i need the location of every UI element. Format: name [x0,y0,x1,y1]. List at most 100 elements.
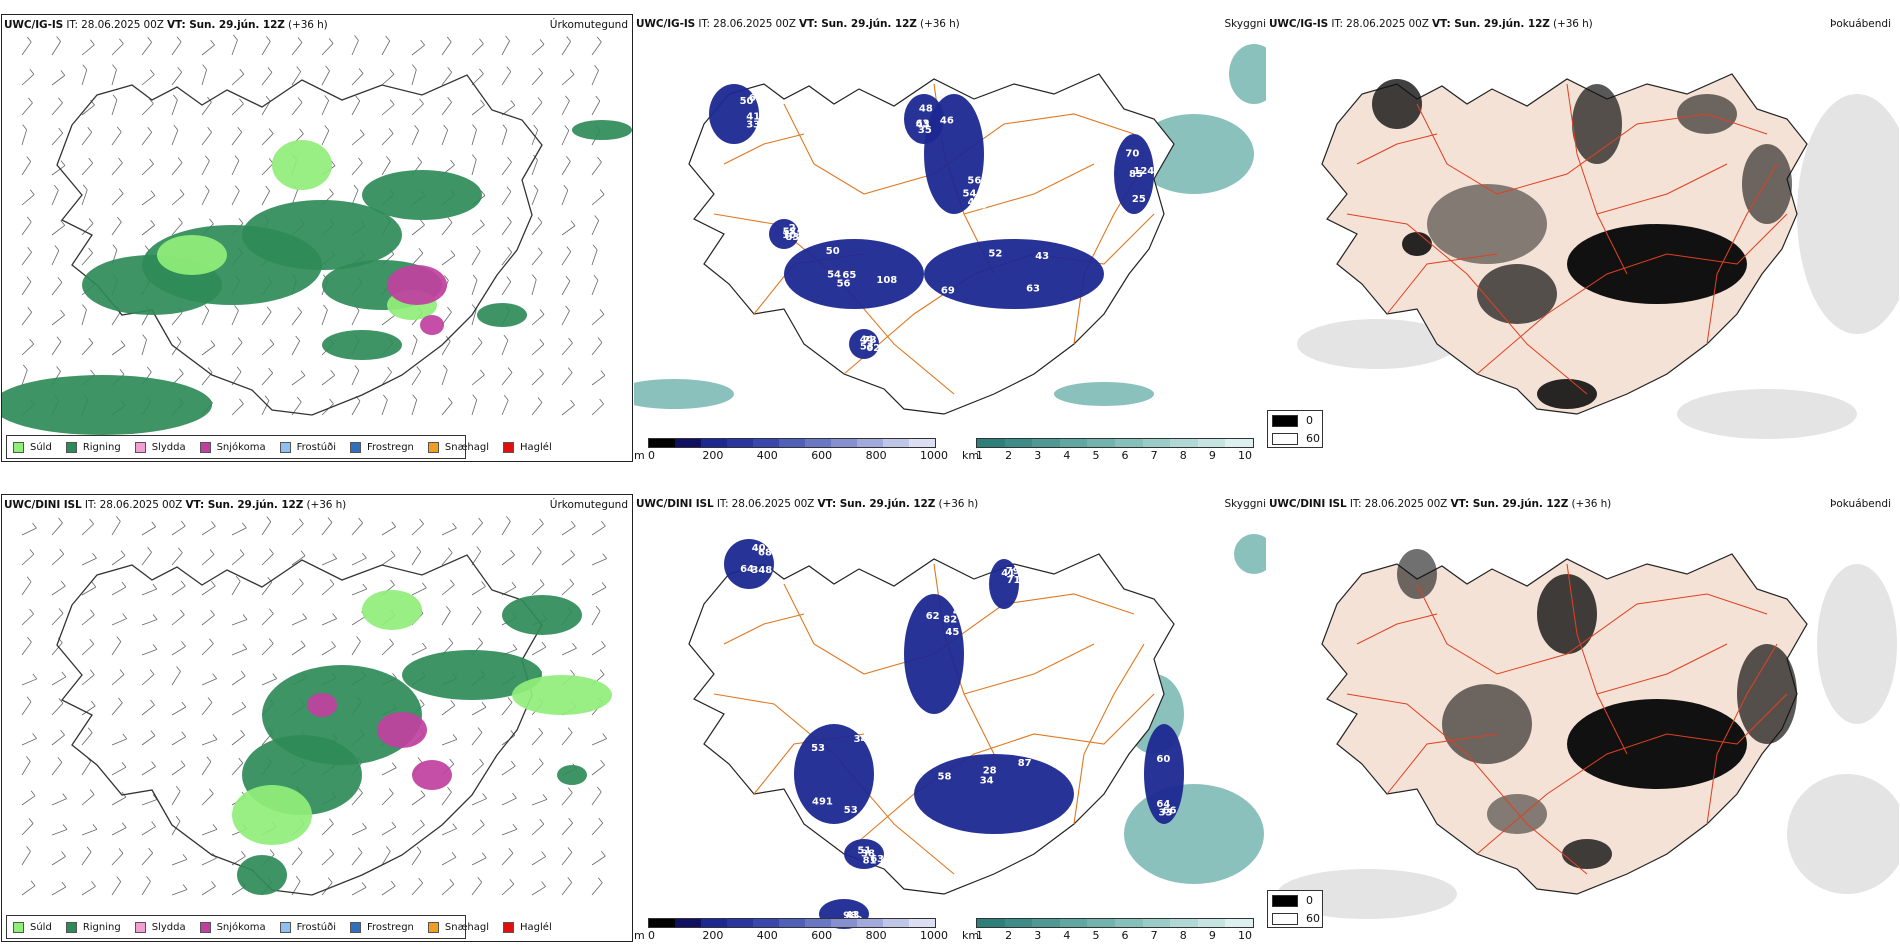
sea-fog [1297,319,1457,369]
ceiling-value-label: 68 [758,548,772,559]
wind-barb [321,584,335,596]
wind-barb [261,190,271,206]
wind-barb [231,132,243,146]
wind-barb [231,103,244,116]
wind-barb-flag [118,157,123,164]
wind-barb [471,706,487,716]
legend-swatch [503,441,515,453]
wind-barb-flag [539,368,544,375]
wind-barb [201,310,210,326]
wind-barb [381,133,394,146]
wind-barb [381,104,395,116]
wind-barb-flag [472,394,478,400]
ceiling-value-label: 63 [916,119,930,130]
wind-barb [501,161,512,176]
wind-barb [51,553,65,566]
wind-barb [561,225,576,236]
wind-barb-flag [58,517,63,524]
rain-area [237,855,287,895]
wind-barb [471,586,486,596]
wind-barb-flag [510,549,515,556]
wind-barb [321,558,337,566]
sea-fog [1787,774,1899,894]
wind-barb-flag [88,337,94,344]
low-visibility-area [634,379,734,409]
wind-barb-flag [477,337,483,343]
low-ceiling-area [924,239,1104,309]
wind-barb [471,732,483,746]
road [1346,693,1588,875]
wind-barb-flag [87,127,93,133]
rain-area [557,765,587,785]
wind-barb [171,552,183,566]
wind-barb-flag [269,608,274,614]
wind-barb-flag [56,336,62,342]
wind-barb-flag [358,787,363,794]
wind-barb-flag [419,98,424,105]
wind-barb [321,646,336,656]
wind-barb-flag [481,581,486,587]
wind-barb-flag [570,669,575,676]
wind-barb [111,311,122,326]
wind-barb-flag [265,96,271,102]
wind-barb [21,369,28,386]
wind-barb-flag [299,128,304,135]
wind-barb-flag [269,338,275,345]
wind-barb-flag [211,521,216,527]
wind-barb [411,587,427,596]
wind-barb-flag [242,643,248,650]
fog-high-value: 60 [1306,912,1320,925]
wind-barb [201,525,216,536]
ceiling-value-label: 98 [843,911,857,922]
ceiling-value-label: 85 [1129,169,1143,180]
precip-map [21,516,612,896]
wind-barb-flag [391,762,397,769]
wind-barb-flag [61,671,67,678]
legend-label: Haglél [520,441,552,453]
wind-barb [471,279,478,296]
wind-barb-flag [601,582,607,588]
wind-barb [21,221,32,236]
wind-barb [531,402,543,416]
wind-barb [21,795,36,806]
wind-barb-flag [327,517,333,523]
wind-barb-flag [82,184,88,191]
wind-barb-flag [207,126,212,133]
wind-barb-flag [599,189,605,195]
ceiling-value-label: 71 [1007,575,1021,586]
wind-barb [351,73,364,86]
legend-item: Súld [13,921,52,933]
wind-barb [591,70,599,86]
wind-barb-flag [594,215,600,221]
rain-area [477,303,527,327]
wind-barb-flag [58,698,64,704]
wind-barb [561,852,573,866]
low-ceiling-area [769,219,799,249]
wind-barb-flag [61,851,66,857]
wind-barb-flag [511,581,517,588]
wind-barb [411,647,427,656]
ceiling-value-label: 50 [740,96,754,107]
wind-barb [471,763,484,776]
colorbar-tick: 10 [1238,929,1252,942]
wind-barb [111,69,117,86]
wind-barb [51,762,63,776]
legend-label: Rigning [82,441,121,453]
wind-barb [411,339,418,356]
wind-barb [441,101,452,116]
road [723,613,805,645]
low-visibility-area [1229,44,1266,104]
wind-barb-flag [181,641,186,647]
wind-barb-flag [452,823,457,829]
wind-barb [111,43,124,56]
wind-barb-flag [181,731,186,737]
fog-swatch-dark [1272,415,1298,427]
wind-barb-flag [32,733,37,739]
rain-area [2,375,212,435]
wind-barb-flag [503,334,509,341]
wind-barb-flag [144,245,150,251]
wind-barb [351,310,360,326]
wind-barb-flag [507,216,512,223]
wind-barb-flag [569,578,575,585]
wind-barb-flag [210,609,215,616]
